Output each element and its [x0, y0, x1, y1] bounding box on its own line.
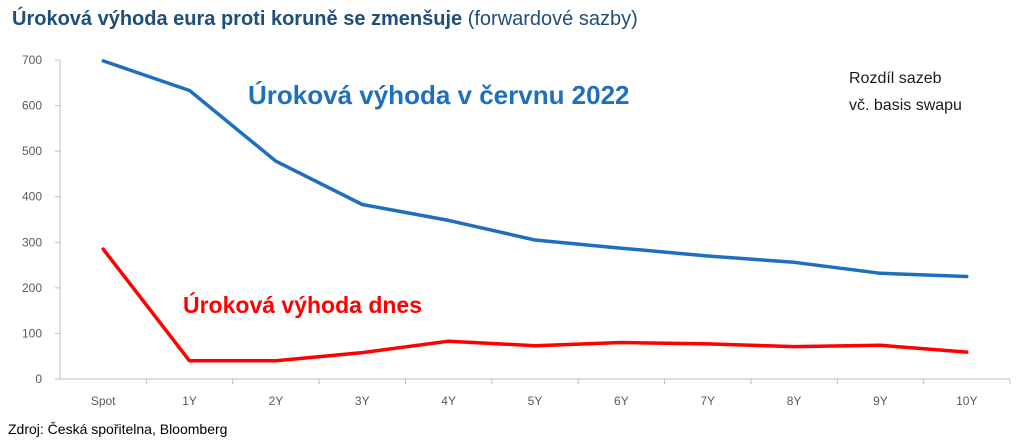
series-label-0: Úroková výhoda v červnu 2022	[248, 80, 630, 110]
x-tick-label: 9Y	[873, 394, 888, 408]
x-tick-label: 10Y	[956, 394, 977, 408]
x-tick-label: 5Y	[528, 394, 543, 408]
x-tick-label: 1Y	[182, 394, 197, 408]
annotation-line: Rozdíl sazeb	[849, 70, 942, 87]
y-tick-label: 700	[22, 53, 42, 67]
x-tick-label: Spot	[91, 394, 116, 408]
x-tick-label: 8Y	[787, 394, 802, 408]
chart-title-main: Úroková výhoda eura proti koruně se zmen…	[12, 8, 463, 30]
chart-title-sub: (forwardové sazby)	[467, 8, 638, 30]
y-tick-label: 200	[22, 281, 42, 295]
y-tick-label: 0	[35, 372, 42, 386]
chart-title: Úroková výhoda eura proti koruně se zmen…	[12, 8, 638, 31]
y-tick-label: 400	[22, 190, 42, 204]
y-tick-label: 300	[22, 235, 42, 249]
series-labels: Úroková výhoda v červnu 2022 Úroková výho…	[183, 70, 962, 318]
series-label-1: Úroková výhoda dnes	[183, 291, 422, 318]
x-tick-label: 2Y	[269, 394, 284, 408]
x-tick-label: 6Y	[614, 394, 629, 408]
source-note: Zdroj: Česká spořitelna, Bloomberg	[8, 421, 228, 437]
axes: 0 100 200 300 400 500 600 700 Spot 1Y 2Y 3Y 4Y 5Y 6Y 7Y…	[22, 53, 1011, 408]
x-tick-label: 4Y	[441, 394, 456, 408]
x-tick-label: 7Y	[700, 394, 715, 408]
x-tick-label: 3Y	[355, 394, 370, 408]
y-tick-label: 100	[22, 326, 42, 340]
series-line-0	[101, 59, 969, 279]
y-tick-label: 500	[22, 144, 42, 158]
y-tick-label: 600	[22, 99, 42, 113]
series-line-1	[101, 247, 969, 363]
annotation-line: vč. basis swapu	[849, 97, 962, 114]
series-lines	[101, 59, 969, 363]
